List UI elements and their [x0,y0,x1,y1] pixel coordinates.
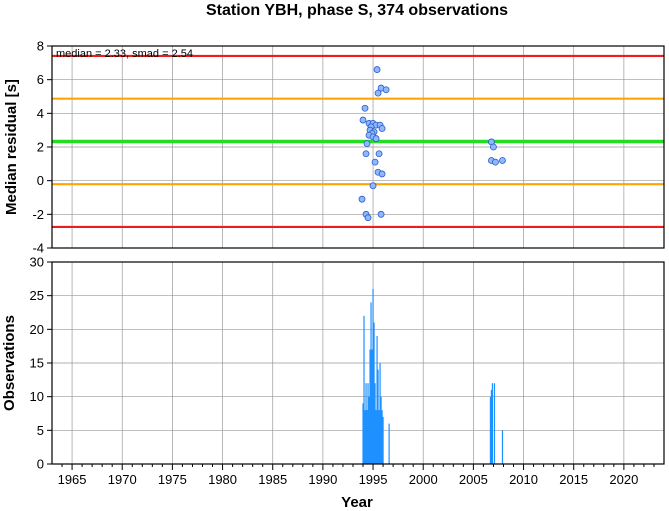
observation-bar [371,349,373,464]
year-x-tick-label: 2020 [609,472,638,487]
residual-point [373,66,381,73]
observations-bars [362,288,504,464]
year-x-tick-label: 2005 [459,472,488,487]
observations-y-axis-label: Observations [1,315,18,411]
residual-point [375,150,383,158]
observation-bar [380,396,382,464]
observation-bar [372,288,374,464]
observation-bar [490,389,493,464]
observations-y-tick-label: 30 [30,255,44,270]
observation-bar [373,322,375,464]
residual-y-ticks: -4 -2 0 2 4 6 8 [32,39,52,256]
residual-y-tick-label: -2 [32,207,44,222]
residual-y-tick-label: 8 [37,39,44,54]
observation-bar [501,430,504,464]
year-x-tick-label: 1990 [308,472,337,487]
observation-bar [379,363,381,464]
year-x-ticks: 1965 1970 1975 1980 1985 1990 1995 2000 2005 2010… [58,464,655,487]
year-x-axis-label: Year [341,494,373,511]
observation-bar [377,369,379,464]
observation-bar [368,396,370,464]
year-x-tick-label: 1985 [258,472,287,487]
observations-y-tick-label: 15 [30,356,44,371]
chart-title: Station YBH, phase S, 374 observations [206,2,508,19]
observations-y-tick-label: 0 [37,457,44,472]
observation-bar [363,315,365,464]
observation-bar [366,410,368,464]
residual-point [374,89,382,97]
year-x-tick-label: 1965 [58,472,87,487]
observation-bar [374,383,376,464]
observation-bar [362,403,364,464]
observation-bar [369,349,371,464]
observation-bar [367,383,369,464]
residual-y-tick-label: 0 [37,173,44,188]
observation-bar [491,383,494,464]
observations-y-tick-label: 10 [30,389,44,404]
year-x-tick-label: 2000 [409,472,438,487]
residual-point [363,140,371,148]
residual-y-tick-label: -4 [32,241,44,256]
residual-y-tick-label: 2 [37,140,44,155]
residual-point [490,143,497,151]
residual-point [364,214,372,222]
residual-point [378,125,386,132]
median-smad-annotation: median = 2.33, smad = 2.54 [56,48,193,60]
year-x-tick-label: 1995 [359,472,388,487]
year-x-tick-label: 1970 [108,472,137,487]
observation-bar [378,410,380,464]
residual-point [378,170,386,178]
observations-panel: 0 5 10 15 20 25 30 1965 1970 1975 1980 1985 1990 199… [1,255,665,511]
year-x-tick-label: 1980 [208,472,237,487]
observations-y-tick-label: 20 [30,322,44,337]
observation-bar [382,416,384,464]
observation-bar [381,410,383,464]
observation-bar [364,410,366,464]
observations-y-ticks: 0 5 10 15 20 25 30 [30,255,52,472]
observation-bar [489,396,492,464]
residual-y-axis-label: Median residual [s] [3,79,20,215]
residual-point [358,195,366,203]
observation-bar [370,302,372,464]
residual-y-tick-label: 6 [37,72,44,87]
observations-y-tick-label: 25 [30,288,44,303]
observation-bar [493,383,496,464]
observation-bar [375,410,377,464]
residual-point [361,104,369,112]
year-x-tick-label: 1975 [158,472,187,487]
residual-point [377,210,385,218]
residual-point [359,116,367,124]
observation-bar [388,423,390,464]
residual-points [358,66,506,222]
residual-point [371,158,379,166]
observation-bar [365,383,367,464]
observations-y-tick-label: 5 [37,423,44,438]
year-x-tick-label: 2015 [559,472,588,487]
residual-reference-lines [52,54,664,229]
residual-point [362,150,370,158]
residual-point [372,135,380,142]
residual-point [492,158,499,166]
residual-point [369,182,377,190]
residual-point [382,86,390,94]
residual-point [499,157,506,164]
residual-panel: -4 -2 0 2 4 6 8 median = 2.33, smad = 2.54 Med… [3,39,665,256]
observation-bar [376,336,378,464]
residual-y-tick-label: 4 [37,106,44,121]
year-x-tick-label: 2010 [509,472,538,487]
